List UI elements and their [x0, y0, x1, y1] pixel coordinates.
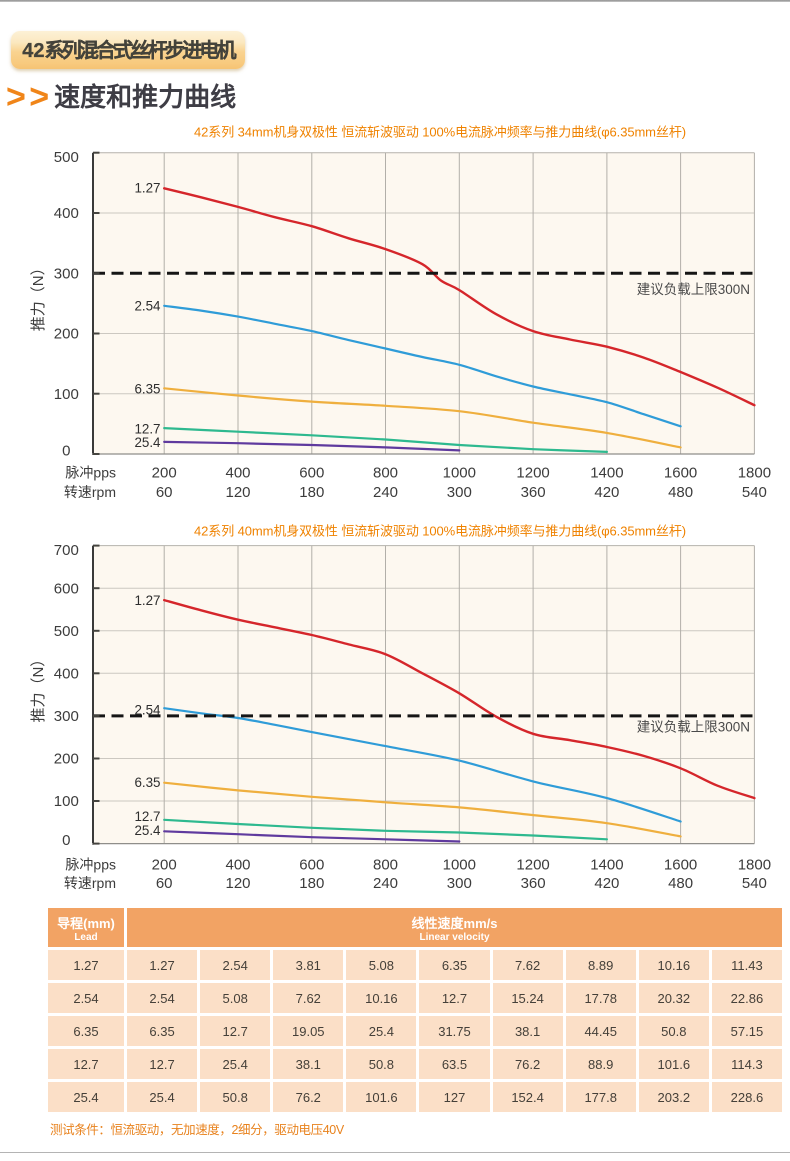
svg-text:推力（N）: 推力（N） — [30, 652, 47, 723]
svg-text:25.4: 25.4 — [134, 435, 161, 450]
svg-text:400: 400 — [54, 666, 79, 683]
svg-text:6.35: 6.35 — [134, 775, 160, 790]
svg-text:60: 60 — [156, 484, 173, 501]
svg-text:建议负载上限300N: 建议负载上限300N — [637, 719, 750, 734]
svg-text:240: 240 — [373, 484, 398, 501]
svg-text:6.35: 6.35 — [134, 382, 160, 397]
svg-text:推力（N）: 推力（N） — [30, 260, 47, 331]
svg-text:100: 100 — [54, 793, 79, 810]
svg-text:480: 480 — [668, 875, 693, 892]
svg-text:600: 600 — [299, 857, 324, 874]
svg-text:400: 400 — [225, 857, 250, 874]
svg-text:1200: 1200 — [516, 465, 549, 482]
svg-text:1.27: 1.27 — [134, 593, 160, 608]
svg-text:120: 120 — [225, 875, 250, 892]
svg-text:360: 360 — [521, 484, 546, 501]
svg-text:360: 360 — [521, 875, 546, 892]
svg-text:1800: 1800 — [738, 857, 771, 874]
svg-text:1600: 1600 — [664, 465, 697, 482]
svg-text:420: 420 — [594, 484, 619, 501]
svg-text:300: 300 — [447, 875, 472, 892]
svg-text:180: 180 — [299, 484, 324, 501]
svg-text:建议负载上限300N: 建议负载上限300N — [637, 282, 750, 297]
svg-text:1000: 1000 — [443, 857, 476, 874]
svg-text:1400: 1400 — [590, 465, 623, 482]
svg-text:400: 400 — [225, 465, 250, 482]
svg-text:120: 120 — [225, 484, 250, 501]
svg-text:180: 180 — [299, 875, 324, 892]
svg-text:200: 200 — [54, 326, 79, 343]
svg-text:42系列 34mm机身双极性 恒流斩波驱动 100%电流脉冲: 42系列 34mm机身双极性 恒流斩波驱动 100%电流脉冲频率与推力曲线(φ6… — [194, 125, 686, 140]
svg-text:60: 60 — [156, 875, 173, 892]
svg-text:1000: 1000 — [443, 465, 476, 482]
svg-text:100: 100 — [54, 386, 79, 403]
svg-text:1600: 1600 — [664, 857, 697, 874]
svg-text:1200: 1200 — [516, 857, 549, 874]
svg-text:800: 800 — [373, 857, 398, 874]
svg-text:0: 0 — [62, 443, 70, 460]
svg-text:700: 700 — [54, 542, 79, 559]
svg-text:200: 200 — [152, 465, 177, 482]
svg-text:600: 600 — [54, 580, 79, 597]
svg-text:420: 420 — [594, 875, 619, 892]
svg-text:300: 300 — [447, 484, 472, 501]
svg-text:540: 540 — [742, 875, 767, 892]
svg-text:500: 500 — [54, 149, 79, 166]
svg-text:800: 800 — [373, 465, 398, 482]
svg-text:500: 500 — [54, 623, 79, 640]
svg-text:240: 240 — [373, 875, 398, 892]
svg-text:1400: 1400 — [590, 857, 623, 874]
svg-text:0: 0 — [62, 832, 70, 849]
svg-text:200: 200 — [54, 751, 79, 768]
svg-text:转速rpm: 转速rpm — [64, 484, 116, 500]
svg-text:200: 200 — [152, 857, 177, 874]
svg-text:400: 400 — [54, 205, 79, 222]
svg-text:转速rpm: 转速rpm — [64, 875, 116, 891]
svg-text:2.54: 2.54 — [134, 703, 161, 718]
svg-text:脉冲pps: 脉冲pps — [65, 857, 116, 873]
svg-text:600: 600 — [299, 465, 324, 482]
svg-text:42系列 40mm机身双极性 恒流斩波驱动 100%电流脉冲: 42系列 40mm机身双极性 恒流斩波驱动 100%电流脉冲频率与推力曲线(φ6… — [194, 524, 686, 539]
svg-text:300: 300 — [54, 265, 79, 282]
svg-text:脉冲pps: 脉冲pps — [65, 465, 116, 481]
svg-text:12.7: 12.7 — [134, 422, 160, 437]
svg-text:540: 540 — [742, 484, 767, 501]
svg-text:1.27: 1.27 — [134, 181, 160, 196]
svg-text:480: 480 — [668, 484, 693, 501]
svg-text:12.7: 12.7 — [134, 809, 160, 824]
svg-text:1800: 1800 — [738, 465, 771, 482]
svg-text:300: 300 — [54, 708, 79, 725]
svg-text:25.4: 25.4 — [134, 823, 161, 838]
svg-text:2.54: 2.54 — [134, 299, 161, 314]
